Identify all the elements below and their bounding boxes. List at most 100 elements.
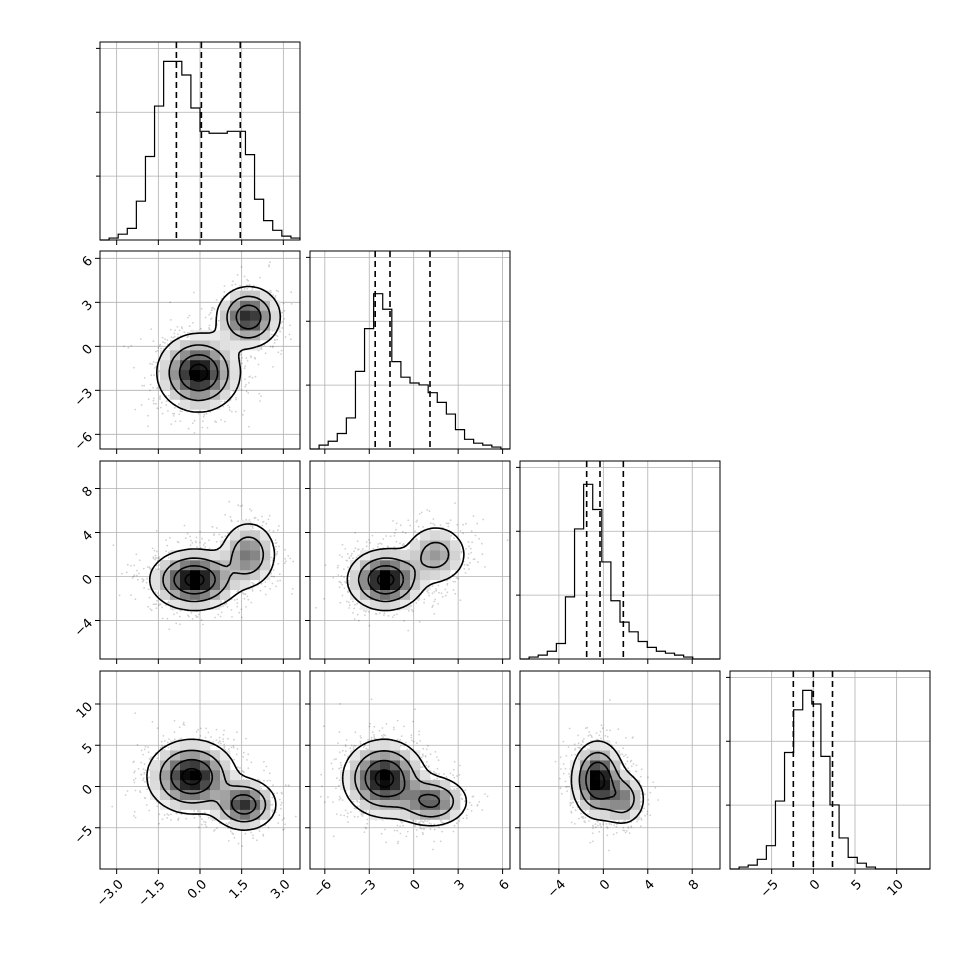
sample-point bbox=[238, 611, 241, 614]
density-bin bbox=[170, 379, 181, 390]
sample-point bbox=[237, 589, 240, 592]
sample-point bbox=[230, 519, 233, 522]
density-bin bbox=[410, 550, 421, 561]
sample-point bbox=[161, 401, 163, 404]
sample-point bbox=[427, 592, 430, 594]
sample-point bbox=[170, 423, 173, 425]
sample-point bbox=[250, 509, 253, 512]
sample-point bbox=[193, 419, 196, 422]
sample-point bbox=[204, 316, 207, 319]
sample-point bbox=[218, 533, 221, 536]
sample-point bbox=[477, 561, 479, 563]
sample-point bbox=[223, 743, 226, 746]
sample-point bbox=[454, 580, 456, 583]
sample-point bbox=[341, 594, 344, 597]
sample-point bbox=[466, 563, 468, 566]
sample-point bbox=[262, 520, 265, 523]
sample-point bbox=[387, 615, 390, 617]
density-bin bbox=[230, 320, 241, 331]
sample-point bbox=[240, 616, 243, 619]
sample-point bbox=[332, 576, 335, 579]
density-bin bbox=[200, 389, 211, 400]
density-bin bbox=[260, 330, 271, 341]
sample-point bbox=[343, 587, 346, 590]
sample-point bbox=[172, 415, 175, 417]
sample-point bbox=[380, 543, 383, 545]
sample-point bbox=[465, 547, 467, 550]
sample-point bbox=[223, 400, 226, 403]
sample-point bbox=[254, 357, 257, 360]
sample-point bbox=[155, 550, 158, 553]
density-bin bbox=[250, 330, 261, 341]
density-bin bbox=[190, 389, 201, 400]
sample-point bbox=[352, 557, 354, 560]
sample-point bbox=[165, 550, 168, 553]
sample-point bbox=[158, 564, 161, 566]
sample-point bbox=[275, 542, 278, 544]
sample-point bbox=[429, 522, 432, 525]
sample-point bbox=[154, 568, 157, 571]
sample-point bbox=[214, 420, 217, 423]
sample-point bbox=[166, 741, 169, 744]
sample-point bbox=[341, 543, 344, 546]
sample-point bbox=[251, 289, 253, 291]
density-bin bbox=[170, 389, 181, 400]
sample-point bbox=[215, 540, 218, 543]
density-bin bbox=[260, 550, 271, 561]
sample-point bbox=[289, 324, 291, 327]
sample-point bbox=[251, 525, 254, 528]
sample-point bbox=[149, 608, 152, 610]
sample-point bbox=[439, 524, 442, 526]
sample-point bbox=[337, 574, 340, 576]
sample-point bbox=[269, 345, 272, 348]
sample-point bbox=[291, 588, 294, 590]
sample-point bbox=[284, 336, 287, 338]
sample-point bbox=[172, 336, 175, 339]
density-bin bbox=[260, 310, 271, 321]
sample-point bbox=[254, 516, 256, 519]
density-bin bbox=[270, 320, 281, 331]
panel-frame bbox=[309, 250, 511, 450]
sample-point bbox=[154, 556, 157, 559]
sample-point bbox=[276, 580, 279, 582]
density-bin bbox=[230, 330, 241, 341]
sample-point bbox=[211, 526, 214, 528]
sample-point bbox=[172, 412, 174, 415]
sample-point bbox=[243, 409, 246, 412]
sample-point bbox=[178, 403, 180, 406]
sample-point bbox=[155, 350, 157, 353]
density-bin bbox=[230, 379, 241, 390]
sample-point bbox=[236, 590, 239, 593]
sample-point bbox=[167, 410, 169, 412]
sample-point bbox=[278, 573, 281, 576]
sample-point bbox=[341, 556, 343, 558]
sample-point bbox=[277, 822, 280, 824]
sample-point bbox=[189, 535, 192, 538]
density-bin bbox=[240, 540, 251, 551]
sample-point bbox=[180, 609, 182, 612]
sample-point bbox=[423, 601, 425, 604]
sample-point bbox=[385, 535, 388, 537]
sample-point bbox=[153, 374, 156, 376]
sample-point bbox=[253, 356, 256, 359]
sample-point bbox=[435, 589, 438, 592]
sample-point bbox=[433, 613, 436, 615]
sample-point bbox=[152, 399, 155, 402]
sample-point bbox=[205, 413, 208, 415]
sample-point bbox=[284, 784, 287, 787]
sample-point bbox=[401, 544, 404, 546]
sample-point bbox=[188, 325, 191, 328]
sample-point bbox=[212, 307, 215, 309]
sample-point bbox=[161, 617, 164, 620]
sample-point bbox=[189, 544, 192, 547]
sample-point bbox=[159, 603, 162, 606]
sample-point bbox=[391, 616, 394, 618]
sample-point bbox=[167, 394, 170, 397]
density-bin bbox=[250, 320, 261, 331]
sample-point bbox=[186, 532, 189, 535]
sample-point bbox=[283, 562, 286, 565]
sample-point bbox=[156, 407, 159, 410]
sample-point bbox=[337, 564, 340, 567]
sample-point bbox=[270, 572, 272, 575]
sample-point bbox=[247, 279, 250, 282]
